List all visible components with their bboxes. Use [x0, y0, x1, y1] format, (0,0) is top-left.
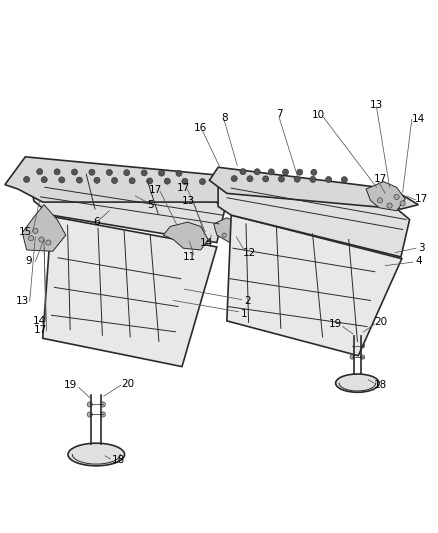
Polygon shape	[366, 182, 405, 211]
Text: 6: 6	[93, 217, 99, 227]
Circle shape	[94, 177, 100, 183]
Text: 11: 11	[183, 252, 196, 262]
Circle shape	[41, 176, 47, 183]
Circle shape	[268, 169, 274, 175]
Text: 1: 1	[241, 309, 247, 319]
Text: 2: 2	[244, 296, 251, 306]
Text: 13: 13	[370, 100, 383, 110]
Text: 12: 12	[243, 247, 256, 257]
Text: 7: 7	[276, 109, 283, 119]
Circle shape	[311, 169, 317, 175]
Circle shape	[199, 179, 205, 184]
Circle shape	[54, 169, 60, 175]
Text: 17: 17	[374, 174, 388, 184]
Circle shape	[39, 237, 44, 242]
Circle shape	[297, 169, 303, 175]
Polygon shape	[218, 172, 410, 257]
Text: 14: 14	[412, 114, 425, 124]
Text: 15: 15	[19, 227, 32, 237]
Circle shape	[159, 170, 165, 176]
Text: 20: 20	[374, 317, 388, 327]
Circle shape	[112, 177, 117, 183]
Circle shape	[279, 176, 284, 182]
Text: 8: 8	[221, 112, 227, 123]
Circle shape	[182, 179, 188, 184]
Circle shape	[24, 176, 30, 182]
Text: 5: 5	[147, 200, 154, 209]
Circle shape	[76, 177, 82, 183]
Circle shape	[164, 178, 170, 184]
Circle shape	[37, 168, 43, 175]
Text: 4: 4	[415, 256, 422, 266]
Text: 17: 17	[149, 185, 162, 195]
Circle shape	[263, 176, 269, 182]
Circle shape	[141, 170, 147, 176]
Circle shape	[71, 169, 78, 175]
Circle shape	[222, 233, 226, 237]
Circle shape	[231, 175, 237, 182]
Circle shape	[294, 176, 300, 182]
Circle shape	[238, 235, 242, 239]
Circle shape	[310, 176, 316, 182]
Circle shape	[350, 344, 354, 348]
Circle shape	[283, 169, 289, 175]
Circle shape	[28, 236, 34, 241]
Polygon shape	[22, 205, 66, 251]
Circle shape	[176, 170, 182, 176]
Text: 13: 13	[16, 296, 29, 306]
Polygon shape	[43, 216, 217, 367]
Text: 19: 19	[329, 319, 342, 329]
Circle shape	[129, 177, 135, 184]
Circle shape	[147, 178, 153, 184]
Text: 18: 18	[111, 455, 125, 465]
Text: 10: 10	[312, 110, 325, 120]
Text: 17: 17	[177, 183, 190, 193]
Circle shape	[360, 344, 365, 348]
Polygon shape	[163, 222, 208, 250]
Circle shape	[87, 402, 92, 407]
Circle shape	[106, 169, 113, 175]
Polygon shape	[227, 215, 402, 356]
Circle shape	[240, 168, 246, 175]
Text: 16: 16	[194, 123, 207, 133]
Text: 13: 13	[182, 196, 195, 206]
Circle shape	[394, 194, 399, 199]
Text: 14: 14	[199, 238, 212, 247]
Circle shape	[231, 239, 235, 244]
Circle shape	[89, 169, 95, 175]
Circle shape	[341, 176, 347, 183]
Polygon shape	[27, 167, 226, 243]
Circle shape	[59, 177, 65, 183]
Circle shape	[247, 176, 253, 182]
Text: 17: 17	[34, 325, 47, 335]
Text: 20: 20	[121, 379, 134, 389]
Polygon shape	[209, 167, 418, 209]
Text: 14: 14	[33, 316, 46, 326]
Text: 19: 19	[64, 380, 77, 390]
Ellipse shape	[68, 443, 124, 466]
Text: 17: 17	[415, 194, 428, 204]
Circle shape	[350, 355, 354, 359]
Circle shape	[325, 176, 332, 183]
Circle shape	[254, 169, 260, 175]
Polygon shape	[5, 157, 243, 202]
Circle shape	[46, 240, 51, 245]
Text: 3: 3	[418, 243, 425, 253]
Circle shape	[387, 203, 392, 208]
Circle shape	[400, 201, 405, 206]
Circle shape	[87, 412, 92, 417]
Circle shape	[124, 169, 130, 176]
Text: 18: 18	[374, 380, 387, 390]
Circle shape	[100, 412, 106, 417]
Circle shape	[100, 402, 106, 407]
Circle shape	[33, 228, 38, 233]
Circle shape	[378, 198, 383, 203]
Polygon shape	[214, 218, 249, 248]
Text: 9: 9	[25, 256, 32, 266]
Ellipse shape	[336, 374, 379, 392]
Circle shape	[360, 355, 365, 359]
